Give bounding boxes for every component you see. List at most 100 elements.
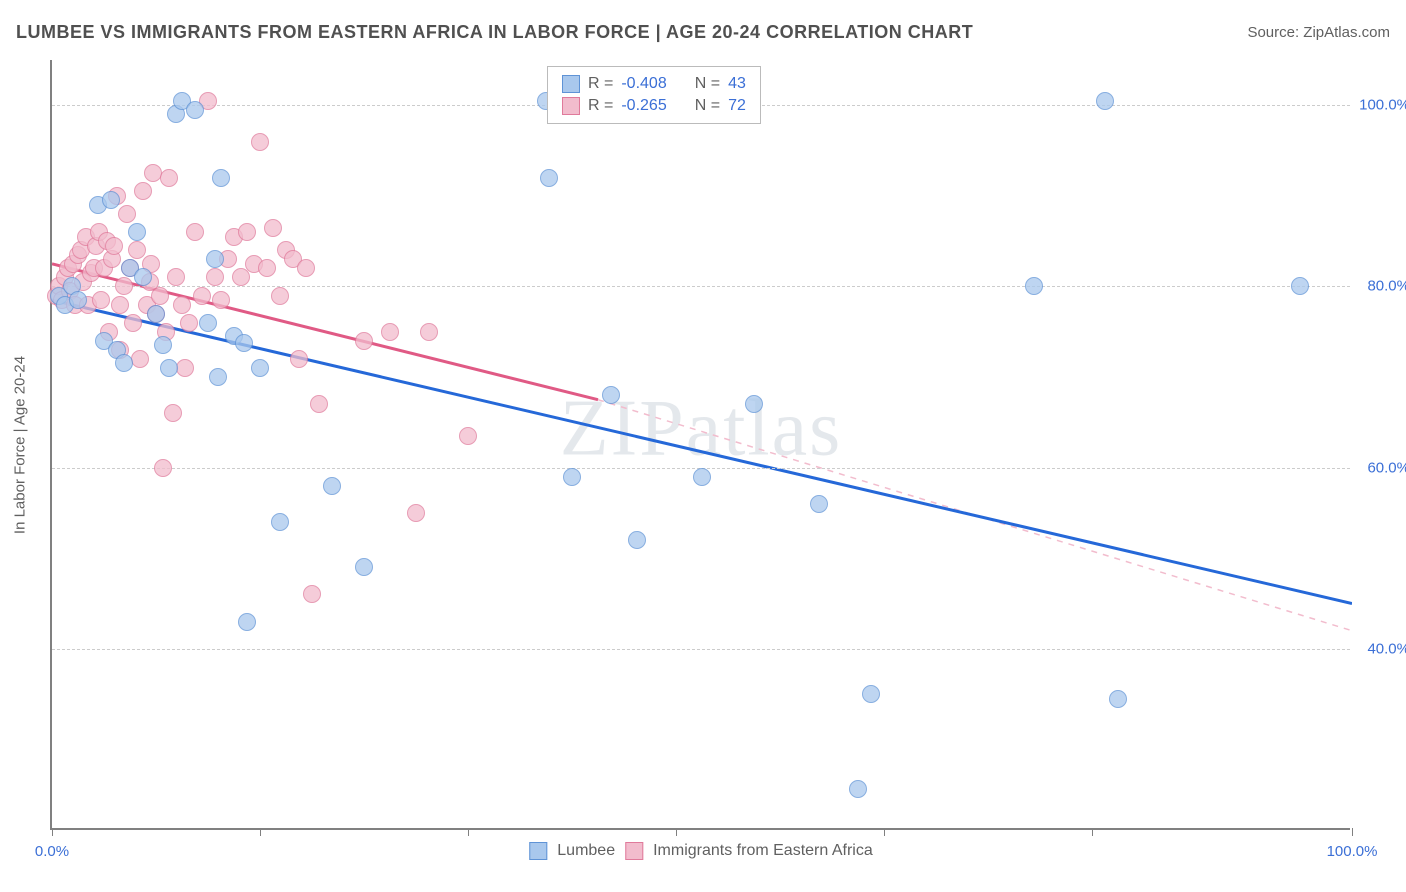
legend-n-label: N = [695,75,720,93]
y-tick-label: 80.0% [1355,278,1406,295]
data-point [131,350,149,368]
data-point [134,268,152,286]
data-point [105,237,123,255]
legend-r-value: -0.408 [621,75,666,93]
data-point [693,468,711,486]
data-point [745,395,763,413]
data-point [355,558,373,576]
data-point [115,277,133,295]
data-point [355,332,373,350]
y-axis-label: In Labor Force | Age 20-24 [12,356,29,534]
data-point [849,780,867,798]
gridline-h [52,649,1350,650]
data-point [459,427,477,445]
data-point [176,359,194,377]
data-point [134,182,152,200]
legend-n-label: N = [695,97,720,115]
data-point [164,404,182,422]
data-point [232,268,250,286]
data-point [251,133,269,151]
data-point [540,169,558,187]
legend-n-value: 43 [728,75,746,93]
data-point [420,323,438,341]
legend-series-label: Lumbee [557,842,615,860]
correlation-legend: R = -0.408 N = 43 R = -0.265 N = 72 [547,66,761,124]
legend-row: R = -0.408 N = 43 [562,73,746,95]
data-point [235,334,253,352]
data-point [118,205,136,223]
x-tick-mark [884,828,885,836]
scatter-plot: ZIPatlas 40.0%60.0%80.0%100.0%0.0%100.0%… [50,60,1350,830]
data-point [124,314,142,332]
legend-r-label: R = [588,97,613,115]
data-point [186,101,204,119]
data-point [310,395,328,413]
x-tick-mark [260,828,261,836]
data-point [602,386,620,404]
data-point [212,169,230,187]
data-point [238,223,256,241]
legend-swatch [562,97,580,115]
y-tick-label: 60.0% [1355,459,1406,476]
x-tick-label: 100.0% [1327,843,1378,860]
data-point [206,268,224,286]
data-point [199,314,217,332]
legend-swatch [562,75,580,93]
data-point [193,287,211,305]
data-point [186,223,204,241]
data-point [147,305,165,323]
legend-row: R = -0.265 N = 72 [562,95,746,117]
data-point [1291,277,1309,295]
legend-swatch [625,842,643,860]
legend-n-value: 72 [728,97,746,115]
data-point [111,296,129,314]
data-point [862,685,880,703]
data-point [167,268,185,286]
data-point [128,223,146,241]
data-point [271,513,289,531]
data-point [264,219,282,237]
data-point [151,287,169,305]
data-point [160,359,178,377]
data-point [180,314,198,332]
legend-r-value: -0.265 [621,97,666,115]
x-tick-mark [468,828,469,836]
data-point [154,459,172,477]
data-point [271,287,289,305]
data-point [407,504,425,522]
chart-header: LUMBEE VS IMMIGRANTS FROM EASTERN AFRICA… [16,22,1390,43]
x-tick-mark [1092,828,1093,836]
data-point [290,350,308,368]
legend-r-label: R = [588,75,613,93]
data-point [810,495,828,513]
series-legend: LumbeeImmigrants from Eastern Africa [529,842,872,860]
y-tick-label: 40.0% [1355,640,1406,657]
data-point [69,291,87,309]
x-tick-mark [52,828,53,836]
data-point [206,250,224,268]
data-point [258,259,276,277]
data-point [212,291,230,309]
legend-swatch [529,842,547,860]
data-point [128,241,146,259]
data-point [628,531,646,549]
data-point [173,296,191,314]
x-tick-label: 0.0% [35,843,69,860]
data-point [1025,277,1043,295]
data-point [160,169,178,187]
x-tick-mark [1352,828,1353,836]
data-point [323,477,341,495]
data-point [154,336,172,354]
data-point [563,468,581,486]
x-tick-mark [676,828,677,836]
data-point [303,585,321,603]
trend-lines-svg [52,60,1352,830]
data-point [102,191,120,209]
data-point [381,323,399,341]
data-point [92,291,110,309]
data-point [238,613,256,631]
data-point [297,259,315,277]
chart-area: In Labor Force | Age 20-24 ZIPatlas 40.0… [50,60,1350,830]
gridline-h [52,286,1350,287]
y-tick-label: 100.0% [1355,97,1406,114]
